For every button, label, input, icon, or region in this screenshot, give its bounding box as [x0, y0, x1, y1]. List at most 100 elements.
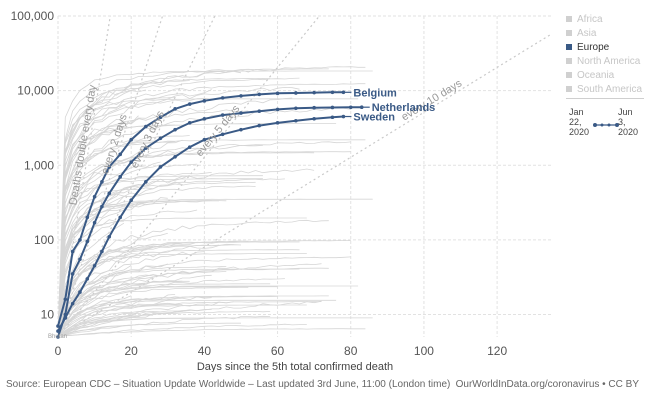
other-country-line: [58, 310, 190, 337]
other-country-line: [58, 178, 285, 336]
series-belgium[interactable]: [56, 90, 352, 328]
series-sweden[interactable]: [56, 114, 352, 333]
other-country-line: [58, 139, 183, 336]
other-country-line: [58, 109, 249, 336]
data-point: [100, 249, 104, 254]
legend-label: North America: [577, 55, 641, 67]
other-country-line: [58, 97, 220, 336]
data-point: [202, 99, 207, 103]
data-point: [239, 111, 243, 115]
legend-item-oceania[interactable]: Oceania: [566, 68, 644, 82]
timeline-control[interactable]: Jan 22, 2020 Jun 3, 2020: [566, 107, 644, 147]
other-country-line: [58, 298, 176, 336]
data-point: [78, 257, 82, 262]
timeline-end-handle[interactable]: [615, 123, 619, 127]
timeline-end-month: Jun: [618, 107, 633, 117]
other-country-line: [58, 83, 366, 336]
data-point: [78, 238, 82, 242]
other-country-line: [58, 317, 205, 337]
legend-item-south-america[interactable]: South America: [566, 82, 644, 96]
data-point: [63, 297, 68, 302]
timeline-start-handle[interactable]: [593, 123, 597, 127]
data-point: [173, 154, 177, 159]
other-country-line: [58, 178, 263, 336]
legend-label: Oceania: [577, 69, 615, 81]
timeline-start-date[interactable]: Jan 22, 2020: [569, 107, 593, 137]
other-country-line: [58, 161, 161, 336]
other-country-line: [58, 278, 285, 336]
other-country-line: [58, 172, 212, 336]
timeline-start-month: Jan: [569, 107, 584, 117]
series-netherlands[interactable]: [56, 105, 370, 339]
other-country-line: [58, 256, 351, 336]
x-tick-label: 20: [125, 344, 139, 358]
data-point: [85, 239, 90, 244]
legend-item-africa[interactable]: Africa: [566, 12, 644, 26]
timeline-start-year: 2020: [569, 127, 590, 137]
reference-line: [58, 15, 111, 337]
other-country-line: [58, 181, 256, 336]
timeline-end-date[interactable]: Jun 3, 2020: [618, 107, 642, 137]
other-country-line: [58, 200, 227, 336]
other-country-line: [58, 274, 212, 336]
data-point: [239, 127, 243, 132]
data-point: [173, 127, 177, 132]
data-point: [312, 90, 316, 95]
legend-item-europe[interactable]: Europe: [566, 40, 644, 54]
legend-divider: [566, 98, 644, 99]
legend-item-asia[interactable]: Asia: [566, 26, 644, 40]
data-point: [312, 105, 316, 110]
x-tick-label: 40: [198, 344, 212, 358]
data-point: [129, 137, 133, 142]
data-point: [173, 107, 177, 111]
data-point: [312, 116, 316, 121]
other-country-line: [58, 200, 219, 336]
legend-item-north-america[interactable]: North America: [566, 54, 644, 68]
legend-label: Africa: [577, 13, 603, 25]
data-point: [144, 146, 148, 150]
x-tick-label: 80: [344, 344, 358, 358]
legend-swatch: [566, 30, 572, 36]
data-point: [107, 235, 112, 239]
other-country-line: [58, 86, 300, 336]
highlighted-series[interactable]: [56, 90, 370, 339]
data-point: [129, 160, 133, 164]
data-point: [257, 123, 262, 128]
timeline-slider-track[interactable]: [593, 121, 619, 129]
y-tick-label: 1,000: [24, 158, 54, 172]
legend-swatch: [566, 86, 572, 92]
other-country-line: [58, 217, 307, 336]
data-point: [275, 91, 280, 96]
timeline-end-day: 3,: [618, 117, 626, 127]
other-country-line: [58, 310, 271, 337]
data-point: [70, 272, 75, 276]
data-point: [257, 109, 262, 114]
data-point: [70, 301, 75, 306]
data-point: [341, 114, 346, 119]
reference-line: [58, 33, 552, 337]
data-point: [118, 175, 123, 179]
footer-license-link[interactable]: OurWorldInData.org/coronavirus • CC BY: [455, 379, 639, 390]
data-point: [92, 194, 97, 199]
other-country-line: [58, 107, 351, 336]
other-country-line: [58, 304, 183, 336]
series-labels: Deaths double every day every 2 daysevery…: [67, 77, 464, 206]
data-point: [330, 105, 335, 110]
data-point: [107, 191, 112, 196]
data-point: [56, 335, 60, 339]
data-point: [294, 118, 298, 123]
legend-swatch: [566, 44, 572, 50]
legend-label: Europe: [577, 41, 610, 53]
data-point: [144, 180, 148, 184]
data-point: [220, 113, 225, 117]
other-country-line: [58, 315, 271, 337]
data-point: [70, 249, 75, 254]
x-tick-label: 100: [414, 344, 434, 358]
data-point: [107, 165, 112, 169]
other-country-line: [58, 286, 249, 336]
x-tick-label: 0: [55, 344, 62, 358]
legend-swatch: [566, 72, 572, 78]
data-point: [341, 90, 346, 95]
data-point: [220, 96, 225, 100]
other-country-line: [58, 243, 234, 336]
